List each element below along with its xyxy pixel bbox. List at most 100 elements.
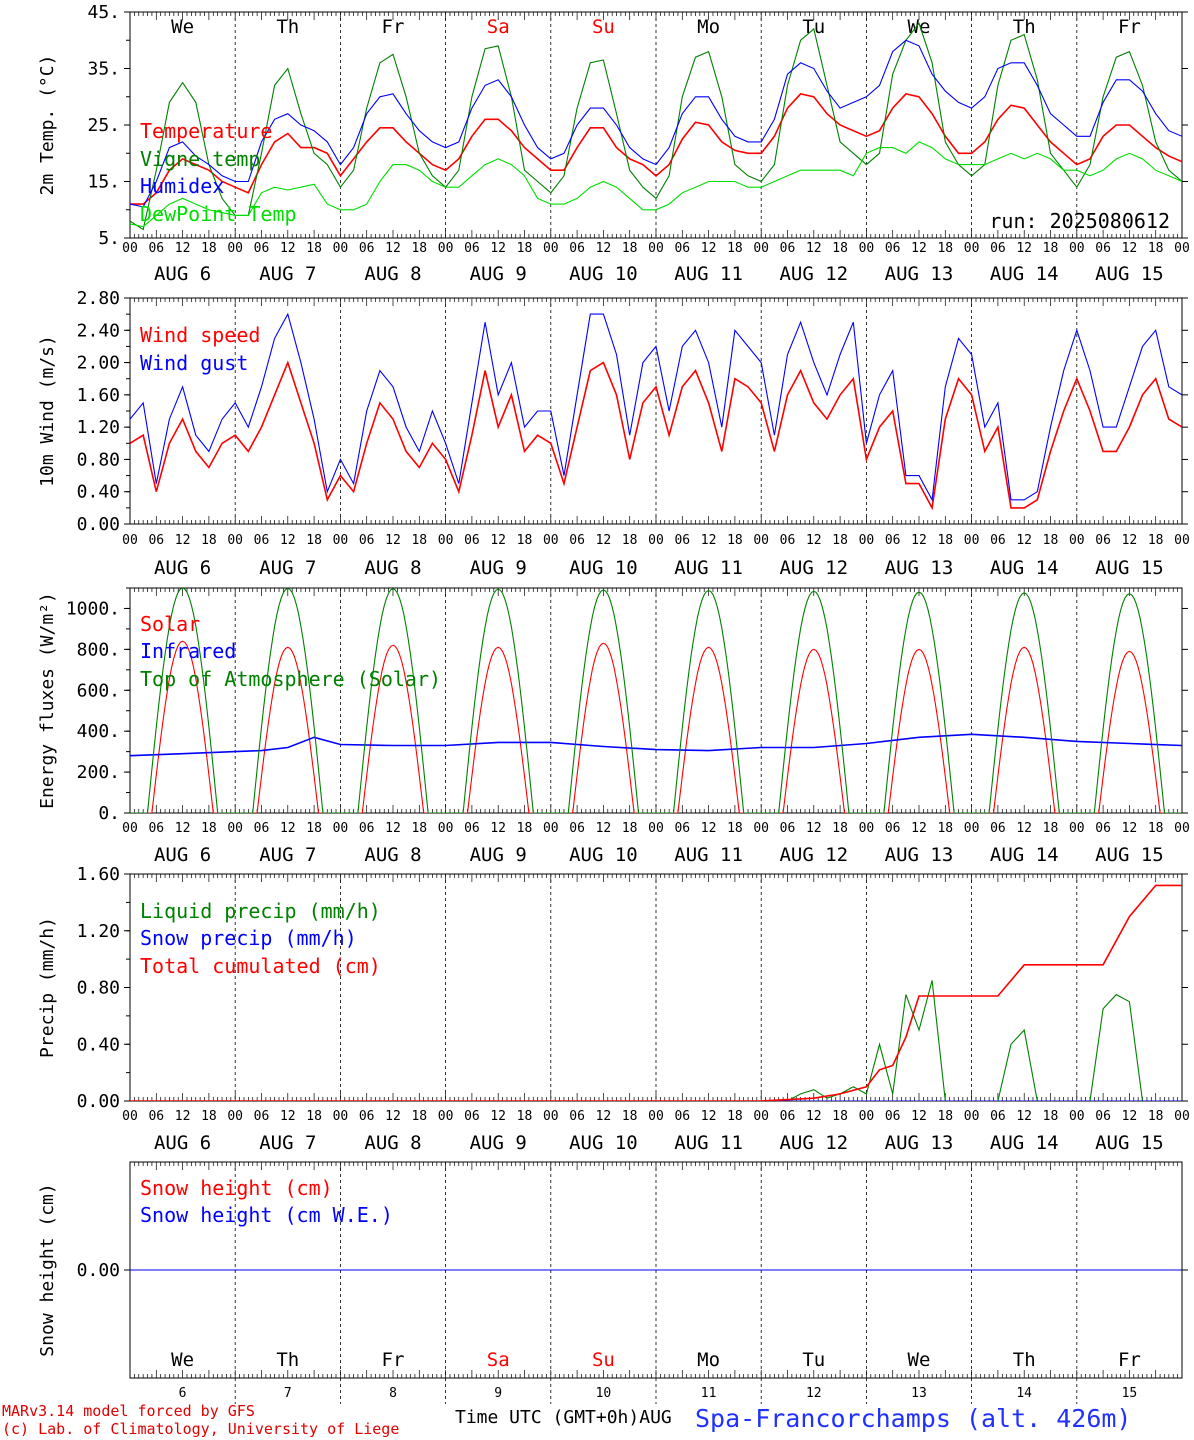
date-label: AUG 12 (779, 844, 848, 866)
legend-entry: Infrared (140, 639, 236, 663)
hour-tick-label: 06 (359, 1109, 375, 1124)
hour-tick-label: 00 (227, 241, 243, 256)
hour-tick-label: 12 (806, 533, 822, 548)
date-label: AUG 14 (990, 557, 1059, 579)
hour-tick-label: 18 (622, 241, 638, 256)
hour-tick-label: 06 (464, 821, 480, 836)
y-tick-label: 15. (87, 172, 120, 193)
hour-tick-label: 00 (122, 241, 138, 256)
y-tick-label: 600. (77, 680, 120, 701)
hour-tick-label: 18 (517, 821, 533, 836)
hour-tick-label: 12 (596, 821, 612, 836)
legend-entry: DewPoint Temp (140, 202, 297, 226)
hour-tick-label: 06 (569, 241, 585, 256)
day-name: We (171, 16, 194, 38)
hour-tick-label: 00 (1069, 533, 1085, 548)
hour-tick-label: 12 (175, 241, 191, 256)
hour-tick-label: 12 (385, 241, 401, 256)
hour-tick-label: 06 (990, 1109, 1006, 1124)
y-tick-label: 1.20 (77, 417, 120, 438)
y-tick-label: 1.20 (77, 921, 120, 942)
hour-tick-label: 18 (306, 821, 322, 836)
hour-tick-label: 00 (859, 1109, 875, 1124)
y-tick-label: 800. (77, 639, 120, 660)
hour-tick-label: 00 (333, 1109, 349, 1124)
hour-tick-label: 00 (543, 241, 559, 256)
legend-entry: Humidex (140, 174, 224, 198)
y-tick-label: 2.00 (77, 353, 120, 374)
hour-tick-label: 06 (674, 821, 690, 836)
hour-tick-label: 06 (674, 533, 690, 548)
y-tick-label: 35. (87, 59, 120, 80)
day-name: Sa (487, 1349, 510, 1371)
x-ticks (129, 1162, 1183, 1378)
date-label: AUG 8 (364, 263, 421, 285)
hour-tick-label: 06 (780, 1109, 796, 1124)
series-line-liquid-precip-mm-h- (130, 980, 1182, 1101)
hour-tick-label: 12 (490, 533, 506, 548)
hour-tick-label: 06 (1095, 533, 1111, 548)
hour-tick-label: 12 (911, 533, 927, 548)
hour-tick-label: 00 (543, 821, 559, 836)
legend-entry: Solar (140, 612, 200, 636)
footer-lab-line: (c) Lab. of Climatology, University of L… (2, 1420, 399, 1438)
hour-tick-label: 06 (148, 1109, 164, 1124)
hour-tick-label: 18 (622, 1109, 638, 1124)
day-name: We (908, 16, 931, 38)
hour-tick-label: 18 (727, 533, 743, 548)
hour-tick-label: 06 (464, 533, 480, 548)
date-label: AUG 15 (1095, 557, 1164, 579)
hour-tick-label: 18 (832, 241, 848, 256)
day-number: 7 (284, 1386, 292, 1401)
date-label: AUG 10 (569, 1132, 638, 1154)
y-tick-label: 5. (98, 228, 120, 249)
hour-tick-label: 06 (885, 241, 901, 256)
hour-tick-label: 00 (1069, 821, 1085, 836)
hour-tick-label: 00 (438, 1109, 454, 1124)
hour-tick-label: 18 (1043, 1109, 1059, 1124)
y-tick-label: 1.60 (77, 385, 120, 406)
legend-entry: Wind speed (140, 323, 260, 347)
y-axis-title: Energy fluxes (W/m²) (37, 592, 58, 809)
date-label: AUG 13 (885, 263, 954, 285)
panel-snow: 0.00 Snow height (cm) We Th Fr Sa Su Mo Tu We Th Fr… (37, 1161, 1188, 1404)
y-tick-label: 200. (77, 762, 120, 783)
hour-tick-label: 06 (569, 821, 585, 836)
series-line-top-of-atmosphere-solar- (130, 588, 1182, 813)
hour-tick-label: 12 (175, 533, 191, 548)
hour-tick-label: 18 (201, 1109, 217, 1124)
date-label: AUG 6 (154, 844, 211, 866)
hour-tick-label: 06 (885, 821, 901, 836)
day-name: Sa (487, 16, 510, 38)
date-label: AUG 8 (364, 1132, 421, 1154)
hour-tick-label: 18 (622, 533, 638, 548)
series-line-dewpoint-temp (130, 141, 1182, 228)
hour-tick-label: 12 (280, 821, 296, 836)
legend-entry: Top of Atmosphere (Solar) (140, 667, 441, 691)
hour-tick-label: 06 (254, 821, 270, 836)
series-line-infrared (130, 733, 1182, 757)
hour-tick-label: 06 (148, 533, 164, 548)
hour-tick-label: 00 (964, 1109, 980, 1124)
hour-tick-label: 12 (1122, 241, 1138, 256)
hour-tick-label: 12 (911, 1109, 927, 1124)
date-label: AUG 6 (154, 1132, 211, 1154)
date-label: AUG 13 (885, 557, 954, 579)
date-label: AUG 11 (674, 844, 743, 866)
hour-tick-label: 06 (464, 241, 480, 256)
hour-tick-label: 06 (254, 533, 270, 548)
y-tick-label: 0.40 (77, 1034, 120, 1055)
date-label: AUG 6 (154, 557, 211, 579)
hour-tick-label: 06 (359, 821, 375, 836)
y-tick-label: 0.00 (77, 1091, 120, 1112)
hour-tick-label: 06 (569, 533, 585, 548)
hour-tick-label: 00 (227, 821, 243, 836)
legend-entry: Wind gust (140, 351, 248, 375)
hour-tick-label: 12 (1016, 821, 1032, 836)
hour-tick-label: 18 (1043, 241, 1059, 256)
hour-tick-label: 00 (543, 533, 559, 548)
legend-entry: Total cumulated (cm) (140, 954, 381, 978)
date-label: AUG 12 (779, 557, 848, 579)
hour-tick-label: 18 (622, 821, 638, 836)
date-label: AUG 7 (259, 263, 316, 285)
